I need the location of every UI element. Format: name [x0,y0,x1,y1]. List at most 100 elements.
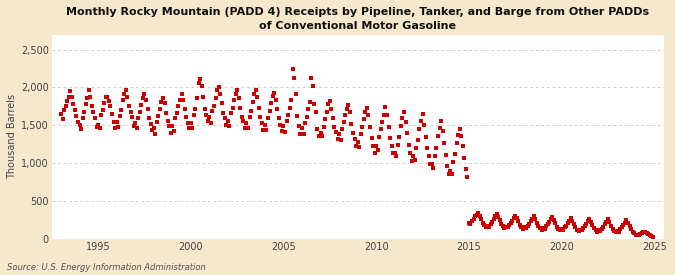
Point [176,92,187,97]
Point [292,114,303,119]
Point [541,224,551,229]
Point [425,162,435,166]
Point [598,224,609,229]
Point [505,221,516,225]
Point [295,131,306,136]
Point [507,218,518,223]
Point [633,232,644,237]
Point [479,223,490,227]
Point [250,88,261,93]
Point [562,221,573,226]
Point [542,222,553,227]
Point [560,225,570,229]
Point [379,113,389,118]
Point [178,97,188,102]
Point [164,124,175,128]
Point [272,107,283,112]
Point [448,160,459,164]
Point [621,218,632,222]
Point [418,123,429,128]
Point [499,226,510,230]
Point [526,216,537,221]
Point [564,218,574,223]
Point [482,224,493,228]
Point [431,146,442,150]
Point [155,106,165,111]
Point [590,228,601,233]
Point [443,172,454,176]
Point [122,94,133,99]
Point [221,122,232,127]
Point [566,216,576,221]
Point [465,222,476,227]
Point [530,217,541,221]
Point [252,94,263,99]
Point [553,227,564,231]
Point [504,222,514,227]
Point [275,122,286,127]
Point [249,92,260,97]
Point [392,143,403,147]
Point [496,221,507,226]
Point [614,229,624,234]
Point [464,221,475,225]
Point [63,94,74,99]
Point [264,109,275,113]
Point [136,103,146,107]
Point [408,154,418,158]
Point [337,127,348,131]
Point [389,150,400,155]
Point [539,227,550,231]
Point [458,144,468,149]
Point [134,110,145,115]
Point [374,134,385,139]
Point [497,224,508,229]
Point [306,75,317,80]
Point [595,229,605,233]
Point [218,111,229,116]
Point [82,96,92,100]
Point [512,216,522,221]
Point [80,102,91,106]
Point [556,227,567,231]
Point [386,144,397,148]
Point [476,217,487,222]
Point [561,223,572,228]
Point [77,116,88,120]
Point [349,137,360,141]
Point [354,145,364,149]
Point [145,122,156,126]
Point [468,216,479,221]
Point [79,109,90,114]
Point [273,116,284,121]
Point [525,219,536,224]
Point [610,230,621,235]
Point [157,96,168,100]
Point [470,214,481,219]
Point [332,137,343,141]
Point [450,152,460,156]
Point [133,116,144,120]
Point [550,221,561,226]
Point [333,132,344,137]
Point [304,100,315,104]
Point [88,109,99,114]
Point [111,119,122,124]
Point [344,110,355,115]
Point [142,107,153,112]
Point [70,108,80,112]
Point [132,126,142,131]
Point [584,217,595,221]
Point [429,153,440,158]
Point [585,219,596,224]
Point [459,156,470,160]
Point [609,229,620,233]
Point [253,106,264,110]
Point [454,127,465,131]
Point [488,217,499,222]
Point [151,120,162,125]
Point [343,103,354,107]
Point [260,122,271,127]
Point [204,115,215,119]
Point [85,94,96,99]
